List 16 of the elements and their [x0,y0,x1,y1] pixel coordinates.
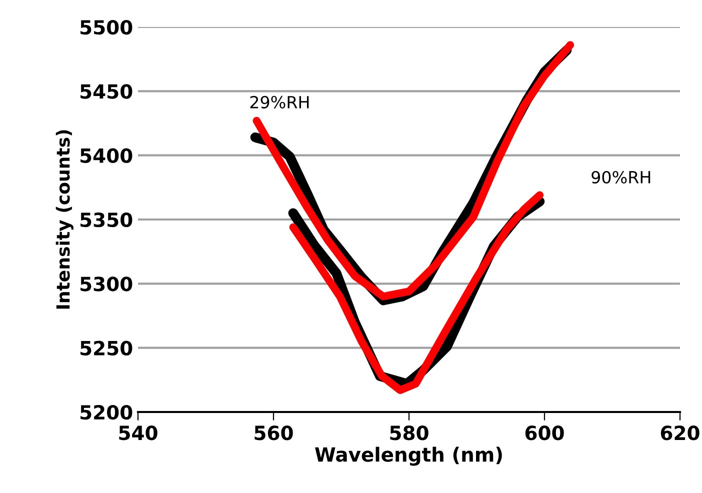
x-tick-label: 580 [390,426,428,440]
x-axis-title: Wavelength (nm) [315,446,502,466]
x-tick-label: 620 [660,426,700,440]
annotation: 90%RH [592,170,650,184]
x-tick-label: 540 [119,426,158,440]
y-tick-label: 5450 [80,84,132,99]
y-axis-title: Intensity (counts) [56,130,74,309]
x-tick-label: 560 [254,426,293,440]
y-tick-label: 5400 [80,148,132,163]
y-tick-label: 5350 [80,212,132,228]
y-tick-label: 5500 [80,20,132,35]
y-tick-label: 5200 [80,404,132,420]
y-tick-label: 5250 [80,340,132,356]
y-tick-label: 5300 [80,276,132,292]
x-tick-label: 600 [525,426,564,440]
annotation: 29%RH [250,96,309,108]
